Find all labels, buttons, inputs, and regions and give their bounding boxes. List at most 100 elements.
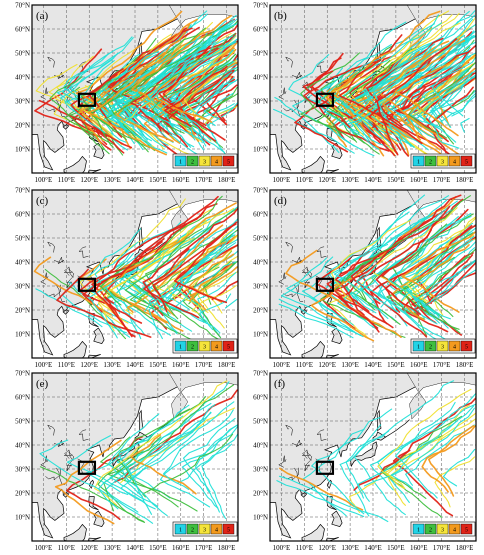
longitude-label: 180°E [456,176,474,184]
typhoon-track [316,61,393,142]
legend-label-5: 5 [465,160,468,166]
latitude-label: 70°N [15,370,30,378]
typhoon-track [90,44,205,149]
latitude-label: 50°N [253,418,268,426]
latitude-label: 20°N [15,307,30,315]
typhoon-track [152,221,238,313]
typhoon-track [423,77,474,143]
typhoon-track [368,44,476,131]
typhoon-track [197,270,238,329]
legend-label-1: 1 [179,528,182,534]
legend-swatch-4 [448,340,461,352]
longitude-label: 150°E [387,544,405,550]
typhoon-track [333,211,410,313]
typhoon-track [325,10,441,118]
latitude-label: 10°N [15,514,30,522]
legend-label-3: 3 [441,160,444,166]
longitude-label: 160°E [172,361,190,369]
latitude-label: 10°N [253,331,268,339]
legend-swatch-5 [460,155,473,167]
legend-swatch-5 [460,523,473,535]
typhoon-track [150,54,236,125]
typhoon-track [394,403,476,499]
typhoon-track [174,261,237,311]
panel-frame [31,372,239,542]
typhoon-track [460,117,470,133]
typhoon-track [107,436,198,512]
study-region-box [77,92,97,107]
legend-label-3: 3 [441,345,444,351]
typhoon-track [370,85,426,157]
typhoon-track [401,231,476,313]
border-line [316,61,327,73]
legend-swatch-4 [210,340,223,352]
typhoon-track [285,249,402,338]
latitude-label: 30°N [15,283,30,291]
typhoon-track [159,425,238,508]
border-line [301,451,313,462]
legend-swatch-1 [174,523,187,535]
typhoon-track [127,49,234,120]
legend-label-2: 2 [191,160,194,166]
typhoon-track [196,86,238,131]
legend-label-2: 2 [429,528,432,534]
legend-swatch-4 [210,523,223,535]
typhoon-track [188,261,237,305]
typhoon-track [147,23,232,123]
longitude-label: 170°E [195,176,213,184]
typhoon-track [64,60,115,134]
legend-swatch-5 [222,523,235,535]
typhoon-track [177,70,237,153]
land-mass [62,124,70,130]
legend-swatch-3 [198,155,211,167]
legend-swatch-1 [412,340,425,352]
latitude-label: 10°N [15,146,30,154]
longitude-label: 100°E [273,544,291,550]
typhoon-track [165,59,237,130]
longitude-label: 140°E [126,361,144,369]
typhoon-track [328,263,390,339]
panel-frame [269,4,477,174]
typhoon-track [86,404,190,496]
typhoon-track [396,56,460,137]
border-line [40,455,49,468]
legend-swatch-2 [186,155,199,167]
latitude-label: 50°N [15,418,30,426]
typhoon-track [356,199,448,320]
panel-label: (e) [36,378,49,390]
longitude-label: 170°E [195,544,213,550]
typhoon-track [353,430,406,516]
typhoon-track [366,37,444,127]
typhoon-track [124,38,209,128]
latitude-label: 60°N [253,211,268,219]
typhoon-track [337,10,470,127]
legend-swatch-1 [412,155,425,167]
typhoon-track [323,72,380,150]
typhoon-track [152,47,219,129]
latitude-label: 30°N [253,283,268,291]
latitude-label: 60°N [15,26,30,34]
typhoon-track [311,408,393,515]
legend-swatch-5 [222,155,235,167]
legend-label-3: 3 [203,528,206,534]
land-mass [169,373,238,419]
latitude-label: 60°N [15,394,30,402]
legend-label-2: 2 [429,160,432,166]
land-mass [32,373,187,539]
panel-frame [269,189,477,359]
typhoon-track [103,384,234,512]
longitude-label: 180°E [456,361,474,369]
panel-label: (f) [274,378,285,390]
typhoon-track [91,195,219,304]
latitude-label: 70°N [253,370,268,378]
longitude-label: 180°E [218,544,236,550]
border-line [64,266,73,276]
typhoon-track [278,303,354,339]
longitude-label: 130°E [103,361,121,369]
longitude-label: 180°E [218,176,236,184]
typhoon-track [125,412,212,517]
longitude-label: 120°E [80,361,98,369]
legend-swatch-1 [174,340,187,352]
border-line [316,429,327,441]
land-mass [270,373,425,539]
